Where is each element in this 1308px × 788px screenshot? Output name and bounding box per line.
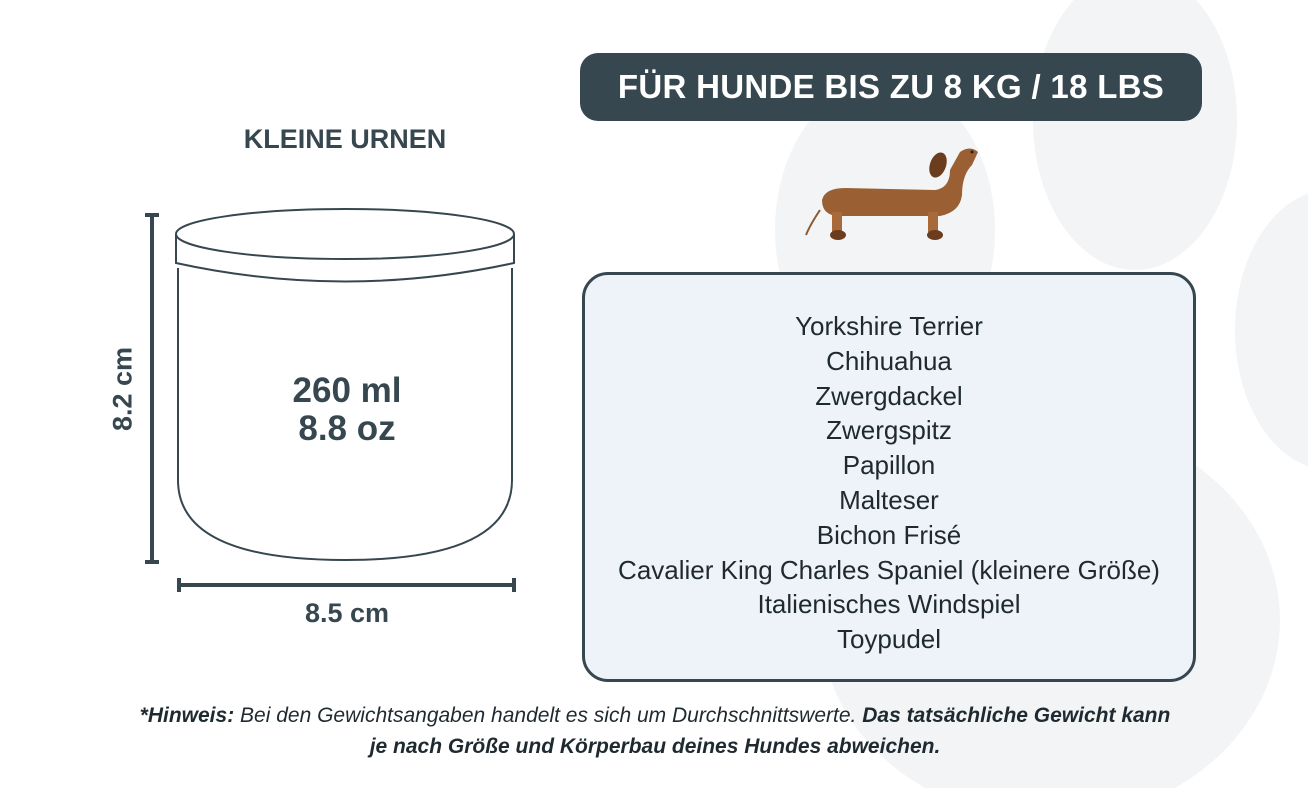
breed-item: Bichon Frisé: [816, 519, 962, 550]
width-dimension: 8.5 cm: [304, 598, 390, 628]
breed-item: Italienisches Windspiel: [757, 589, 1021, 620]
breed-item: Zwergspitz: [826, 415, 952, 446]
weight-class-banner: FÜR HUNDE BIS ZU 8 KG / 18 LBS: [580, 53, 1202, 121]
breed-item: Toypudel: [836, 624, 942, 655]
disclaimer-note: *Hinweis: Bei den Gewichtsangaben handel…: [130, 700, 1180, 762]
volume-label: 260 ml 8.8 oz: [220, 372, 474, 448]
breed-item: Chihuahua: [826, 345, 952, 376]
height-dimension: 8.2 cm: [107, 346, 138, 432]
note-bold-text: Das tatsächliche Gewicht kann je nach Gr…: [369, 704, 1171, 758]
urn-diagram: [145, 208, 516, 592]
volume-ml: 260 ml: [292, 371, 402, 410]
breed-item: Papillon: [842, 450, 936, 481]
breed-item: Zwergdackel: [815, 380, 963, 411]
product-category: KLEINE URNEN: [243, 124, 447, 154]
breed-list: Yorkshire Terrier Chihuahua Zwergdackel …: [582, 272, 1196, 682]
breed-item: Yorkshire Terrier: [795, 311, 983, 341]
breed-item: Cavalier King Charles Spaniel (kleinere …: [618, 554, 1160, 585]
volume-oz: 8.8 oz: [298, 409, 396, 448]
note-label: *Hinweis:: [139, 704, 235, 727]
breed-item: Malteser: [839, 484, 939, 515]
note-text: Bei den Gewichtsangaben handelt es sich …: [234, 704, 863, 727]
dachshund-icon: [805, 148, 978, 240]
